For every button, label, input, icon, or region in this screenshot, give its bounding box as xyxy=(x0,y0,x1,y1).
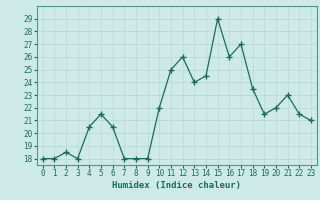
X-axis label: Humidex (Indice chaleur): Humidex (Indice chaleur) xyxy=(112,181,241,190)
